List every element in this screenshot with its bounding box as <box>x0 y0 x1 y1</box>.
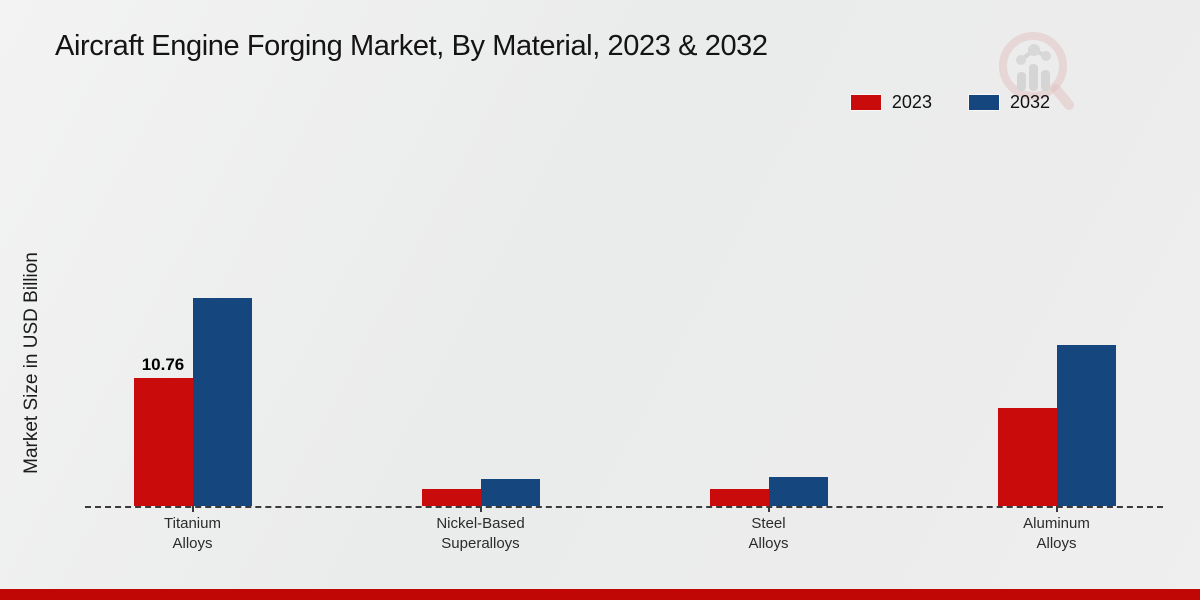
bar-2023-nickel-based-superalloys <box>421 489 481 506</box>
bar-2023-steel-alloys <box>709 489 769 506</box>
magnifier-bar-chart-logo-icon <box>999 32 1074 110</box>
category-label-titanium-alloys: Titanium Alloys <box>164 515 221 552</box>
bar-2032-nickel-based-superalloys <box>480 479 540 506</box>
category-label-steel-alloys: Steel Alloys <box>748 515 789 552</box>
footer-accent-bar <box>0 589 1200 600</box>
legend-swatch-2032 <box>967 94 1000 111</box>
legend-label-2023: 2023 <box>891 92 932 112</box>
bar-2023-aluminum-alloys <box>997 408 1057 506</box>
x-axis-tick <box>191 506 194 512</box>
y-axis-label: Market Size in USD Billion <box>21 252 42 474</box>
legend: 2023 2032 <box>849 92 1050 113</box>
chart-title: Aircraft Engine Forging Market, By Mater… <box>55 30 768 62</box>
legend-item-2032: 2032 <box>967 92 1050 113</box>
x-axis-tick <box>1055 506 1058 512</box>
legend-swatch-2023 <box>849 94 882 111</box>
x-axis-tick <box>479 506 482 512</box>
legend-item-2023: 2023 <box>849 92 932 113</box>
bar-2032-steel-alloys <box>768 477 828 506</box>
bar-2032-titanium-alloys <box>192 298 252 506</box>
category-label-nickel-based-superalloys: Nickel-Based Superalloys <box>436 515 525 552</box>
bar-value-label: 10.76 <box>141 355 185 374</box>
bar-2023-titanium-alloys <box>133 378 193 506</box>
category-label-aluminum-alloys: Aluminum Alloys <box>1023 515 1090 552</box>
bar-2032-aluminum-alloys <box>1056 345 1116 506</box>
x-axis-tick <box>767 506 770 512</box>
plot-area: Titanium Alloys Nickel-Based Superalloys Ste… <box>85 150 1163 552</box>
legend-label-2032: 2032 <box>1009 92 1050 112</box>
x-axis-line <box>85 506 1163 508</box>
